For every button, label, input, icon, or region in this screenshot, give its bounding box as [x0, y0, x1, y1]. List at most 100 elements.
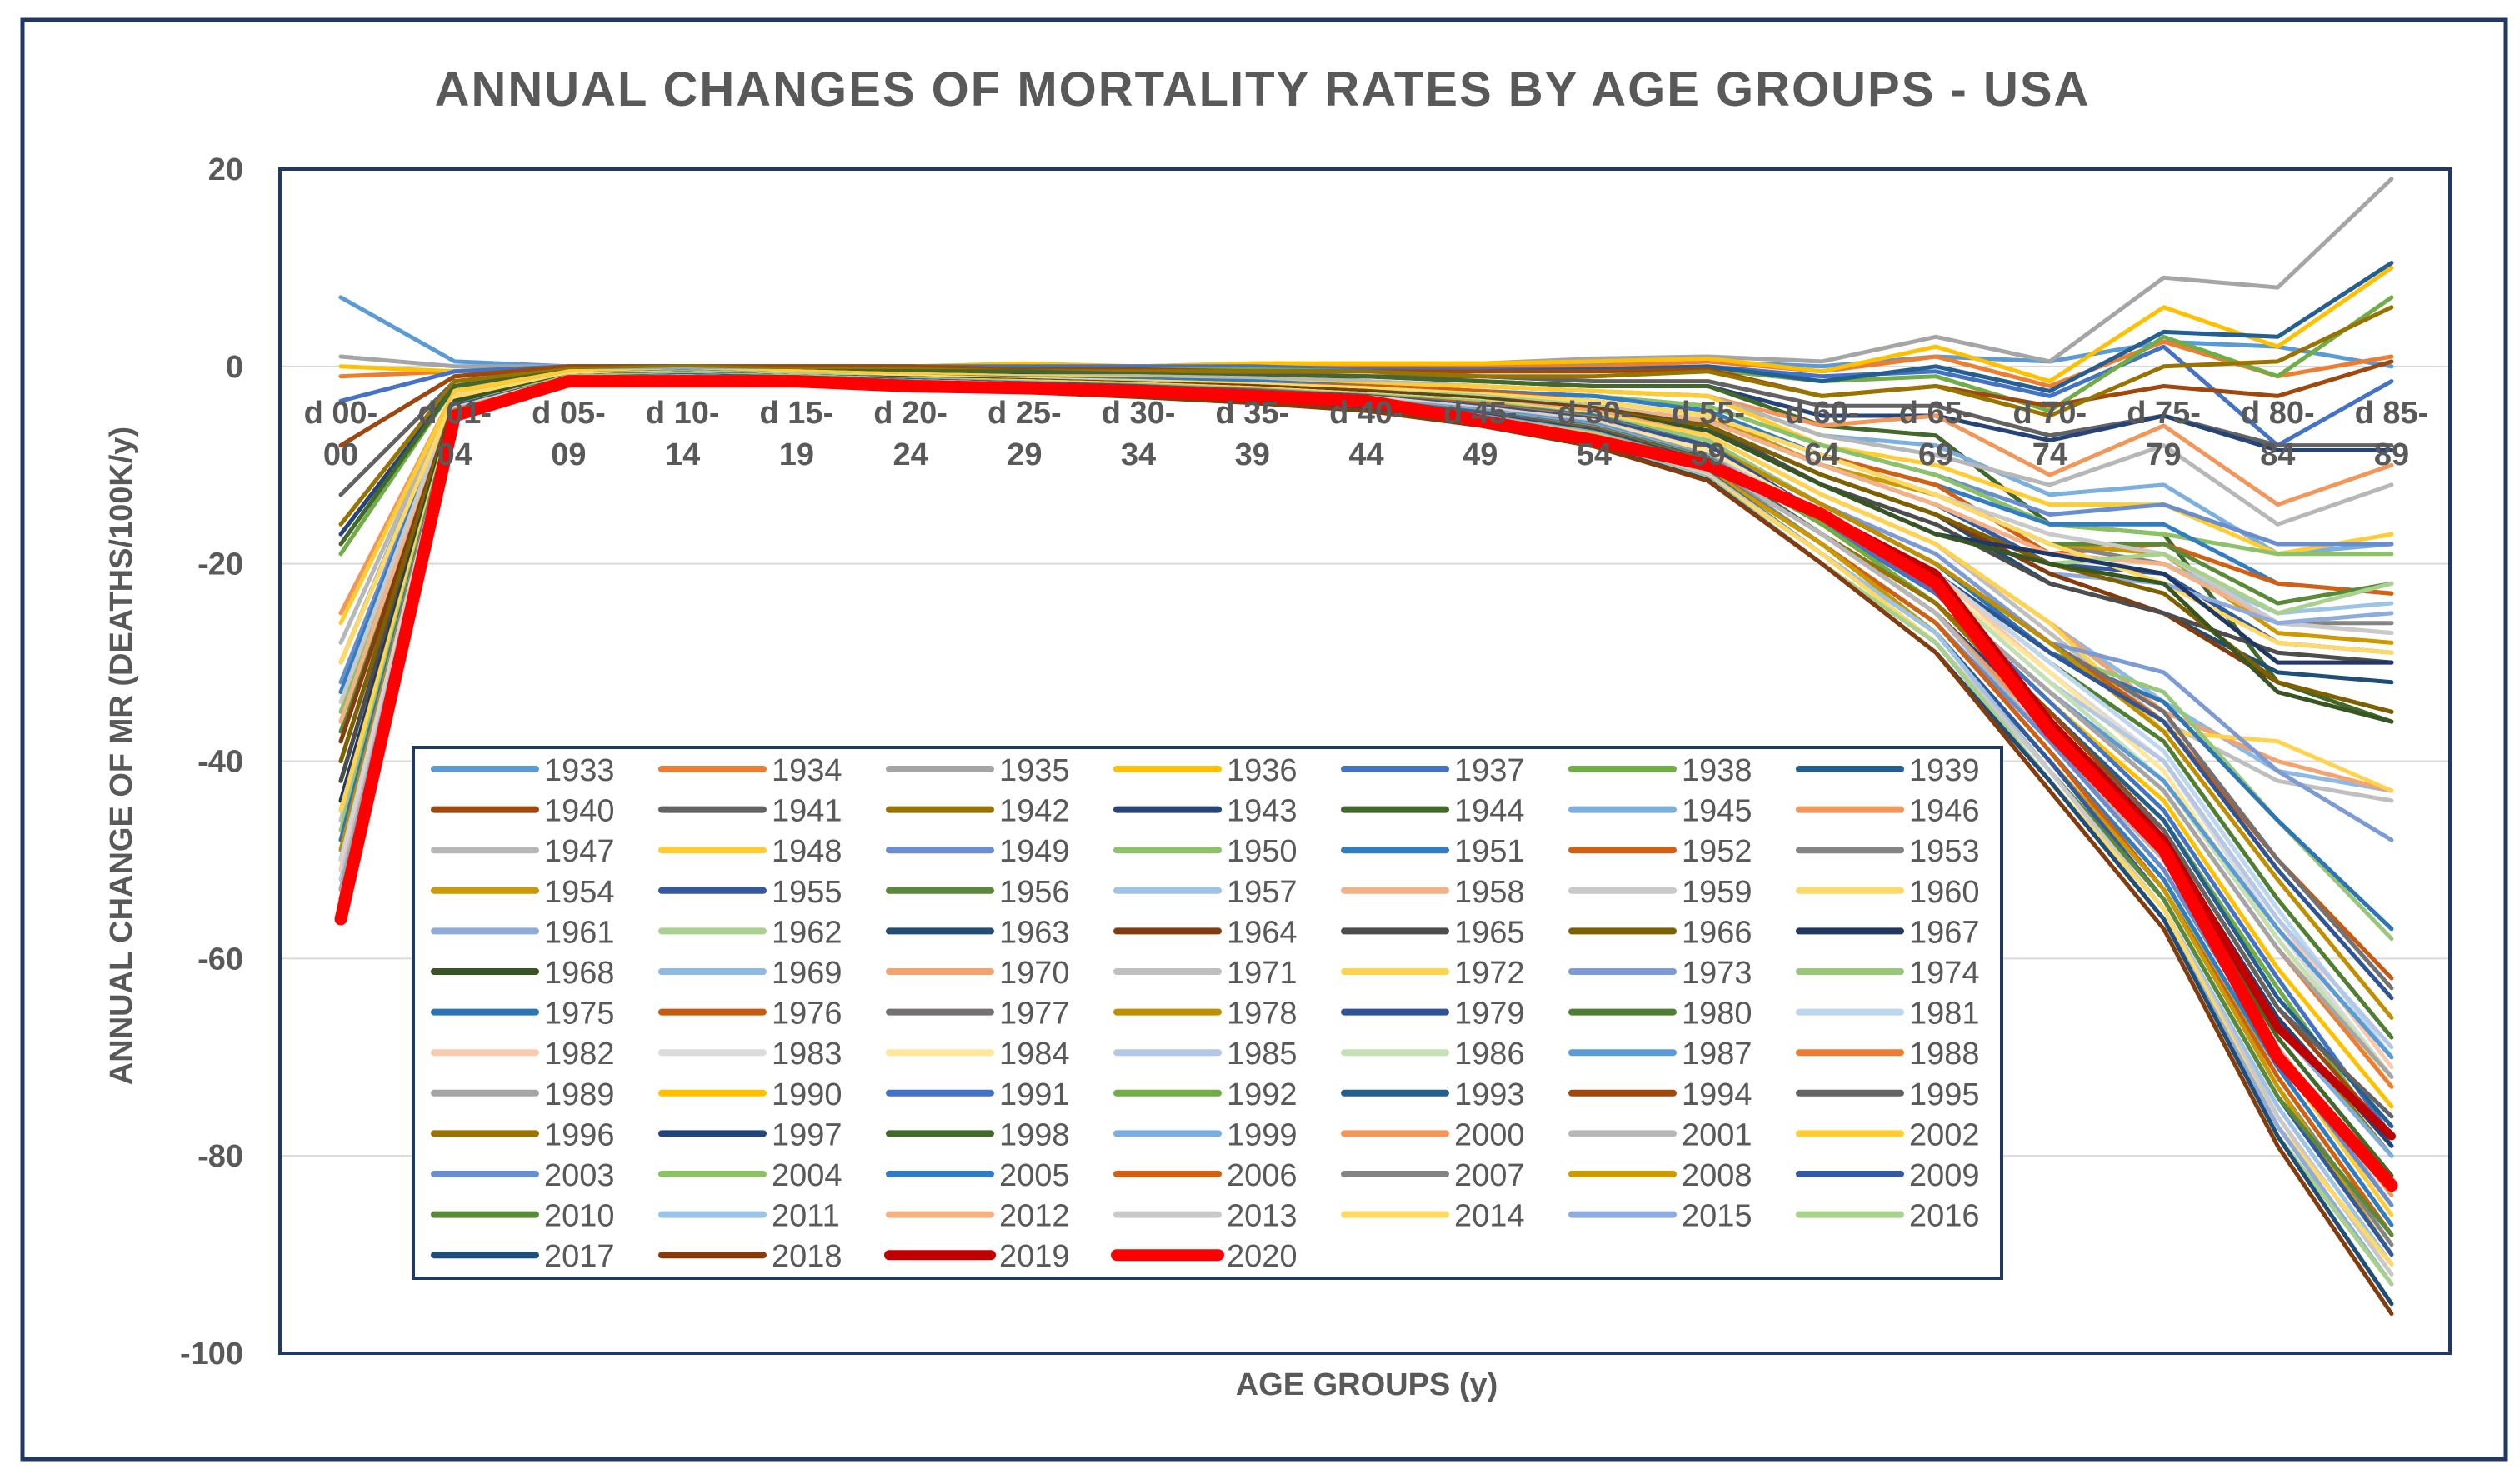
legend-label: 1994 [1682, 1077, 1752, 1112]
legend-label: 1949 [999, 834, 1070, 869]
legend-label: 1948 [772, 834, 842, 869]
x-axis-ticks: d 00-00 d 01-04 d 05-09 d 10-14 d 15-19 d 20-… [304, 396, 2429, 472]
legend-item-2008: 2008 [1568, 1158, 1752, 1193]
legend-label: 1983 [772, 1037, 842, 1072]
legend-item-1968: 1968 [431, 956, 615, 991]
x-tick-label: d 10-14 [646, 396, 720, 472]
legend-label: 2010 [544, 1199, 615, 1234]
legend-item-1999: 1999 [1113, 1117, 1298, 1152]
legend-label: 1970 [999, 956, 1070, 991]
legend-item-1960: 1960 [1796, 875, 1980, 910]
legend-label: 2004 [772, 1158, 842, 1193]
legend-item-1947: 1947 [431, 834, 615, 869]
legend-item-1995: 1995 [1796, 1077, 1980, 1112]
legend-item-1984: 1984 [886, 1037, 1070, 1072]
legend-item-2007: 2007 [1341, 1158, 1525, 1193]
legend-item-1966: 1966 [1568, 915, 1752, 950]
legend-item-1991: 1991 [886, 1077, 1070, 1112]
legend-item-1957: 1957 [1113, 875, 1298, 910]
legend-item-2014: 2014 [1341, 1199, 1525, 1234]
x-tick-label: d 80-84 [2241, 396, 2315, 472]
legend-item-1993: 1993 [1341, 1077, 1525, 1112]
legend-item-1940: 1940 [431, 794, 615, 829]
legend-item-2004: 2004 [658, 1158, 842, 1193]
y-tick-label: 0 [226, 350, 243, 385]
legend-item-1980: 1980 [1568, 997, 1752, 1032]
legend-item-1978: 1978 [1113, 997, 1298, 1032]
x-tick-label: d 25-29 [988, 396, 1062, 472]
legend-item-1985: 1985 [1113, 1037, 1298, 1072]
legend-item-2020: 2020 [1111, 1239, 1298, 1274]
legend-label: 1979 [1454, 997, 1525, 1032]
legend-item-1982: 1982 [431, 1037, 615, 1072]
legend-label: 2018 [772, 1239, 842, 1274]
legend-item-2019: 2019 [884, 1239, 1070, 1274]
legend-label: 2019 [999, 1239, 1070, 1274]
legend-label: 2001 [1682, 1117, 1752, 1152]
legend-label: 1999 [1227, 1117, 1298, 1152]
legend-item-2006: 2006 [1113, 1158, 1298, 1193]
x-tick-label: d 50-54 [1558, 396, 1632, 472]
x-tick-label: d 05-09 [532, 396, 606, 472]
legend-label: 2005 [999, 1158, 1070, 1193]
legend-label: 1969 [772, 956, 842, 991]
legend-item-1975: 1975 [431, 997, 615, 1032]
legend-item-1962: 1962 [658, 915, 842, 950]
legend-item-1952: 1952 [1568, 834, 1752, 869]
legend-label: 1953 [1909, 834, 1980, 869]
x-axis-title: AGE GROUPS (y) [1236, 1367, 1498, 1402]
legend-label: 1984 [999, 1037, 1070, 1072]
legend-label: 1978 [1227, 997, 1298, 1032]
series-lines [334, 177, 2398, 1317]
legend-item-1974: 1974 [1796, 956, 1980, 991]
legend-label: 1960 [1909, 875, 1980, 910]
legend-label: 1968 [544, 956, 615, 991]
legend-label: 1973 [1682, 956, 1752, 991]
legend-label: 2020 [1227, 1239, 1298, 1274]
legend-item-1943: 1943 [1113, 794, 1298, 829]
legend-label: 1957 [1227, 875, 1298, 910]
legend-item-2012: 2012 [886, 1199, 1070, 1234]
legend-label: 1990 [772, 1077, 842, 1112]
legend-item-2013: 2013 [1113, 1199, 1298, 1234]
legend-label: 2003 [544, 1158, 615, 1193]
legend-label: 1944 [1454, 794, 1525, 829]
legend-item-2010: 2010 [431, 1199, 615, 1234]
x-tick-label: d 85-89 [2355, 396, 2429, 472]
legend-item-1951: 1951 [1341, 834, 1525, 869]
x-tick-label: d 55-59 [1671, 396, 1745, 472]
legend-label: 2015 [1682, 1199, 1752, 1234]
legend: 1933 1934 1935 1936 1937 1938 1939 1940 1941 1942… [412, 746, 2003, 1280]
legend-label: 1967 [1909, 915, 1980, 950]
legend-item-2017: 2017 [431, 1239, 615, 1274]
x-tick-label: d 65-69 [1899, 396, 1973, 472]
legend-item-1939: 1939 [1796, 753, 1980, 788]
x-tick-label: d 75-79 [2127, 396, 2201, 472]
legend-label: 1947 [544, 834, 615, 869]
legend-label: 2008 [1682, 1158, 1752, 1193]
legend-label: 1956 [999, 875, 1070, 910]
y-tick-label: -40 [198, 745, 243, 780]
legend-label: 1939 [1909, 753, 1980, 788]
legend-item-1958: 1958 [1341, 875, 1525, 910]
legend-label: 1982 [544, 1037, 615, 1072]
legend-item-1961: 1961 [431, 915, 615, 950]
legend-label: 1933 [544, 753, 615, 788]
legend-label: 1976 [772, 997, 842, 1032]
legend-item-1938: 1938 [1568, 753, 1752, 788]
legend-label: 1934 [772, 753, 842, 788]
legend-item-1954: 1954 [431, 875, 615, 910]
legend-item-1941: 1941 [658, 794, 842, 829]
legend-item-1963: 1963 [886, 915, 1070, 950]
x-tick-label: d 70-74 [2012, 396, 2087, 472]
legend-label: 1980 [1682, 997, 1752, 1032]
legend-label: 1952 [1682, 834, 1752, 869]
legend-label: 2007 [1454, 1158, 1525, 1193]
y-axis-ticks: 20 0 -20 -40 -60 -80 -100 [180, 152, 243, 1372]
legend-item-1970: 1970 [886, 956, 1070, 991]
y-tick-label: -100 [180, 1337, 243, 1372]
legend-item-1989: 1989 [431, 1077, 615, 1112]
legend-label: 1981 [1909, 997, 1980, 1032]
legend-item-2009: 2009 [1796, 1158, 1980, 1193]
